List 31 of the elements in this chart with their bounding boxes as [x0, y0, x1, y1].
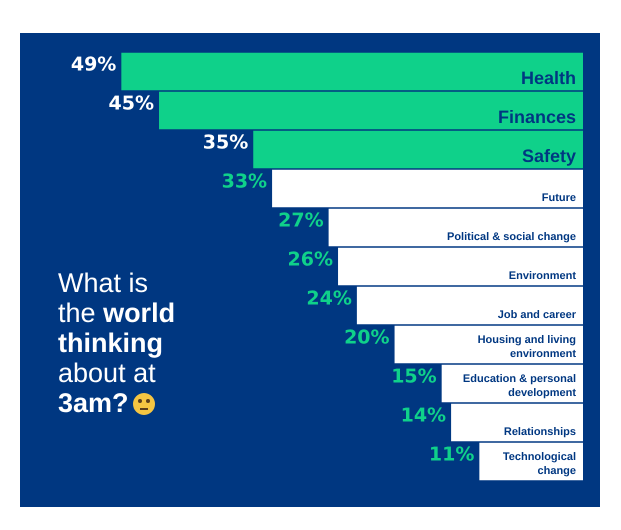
data-label: 27% [278, 209, 324, 232]
bar [272, 170, 583, 208]
y-tick-label: Future [542, 192, 576, 204]
bar [253, 130, 583, 168]
data-label: 15% [391, 365, 437, 388]
data-label: 49% [70, 53, 116, 76]
y-tick-label: Housing and living environment [478, 334, 576, 360]
data-label: 26% [288, 248, 334, 270]
y-tick-label: Job and career [498, 309, 577, 322]
chart-title: What is the world thinking about at 3am? [58, 268, 176, 418]
bar [328, 208, 583, 246]
data-label: 35% [202, 131, 248, 154]
data-label: 11% [428, 443, 474, 466]
bar [451, 404, 583, 442]
bar [356, 286, 583, 324]
data-label: 24% [306, 287, 352, 310]
data-label: 45% [108, 92, 154, 114]
bar [121, 52, 583, 90]
y-tick-label: Health [520, 68, 576, 88]
data-label: 33% [222, 170, 268, 192]
y-tick-label: Environment [508, 270, 576, 282]
y-tick-label: Education & personal development [462, 373, 576, 400]
data-label: 20% [344, 326, 390, 348]
y-tick-label: Relationships [504, 426, 576, 438]
y-tick-label: Finances [498, 107, 576, 128]
y-tick-label: Political & social change [447, 231, 576, 244]
y-tick-label: Technological change [502, 451, 576, 478]
bar [338, 248, 583, 286]
data-label: 14% [400, 404, 446, 426]
y-tick-label: Safety [522, 146, 576, 166]
bar [159, 92, 583, 130]
